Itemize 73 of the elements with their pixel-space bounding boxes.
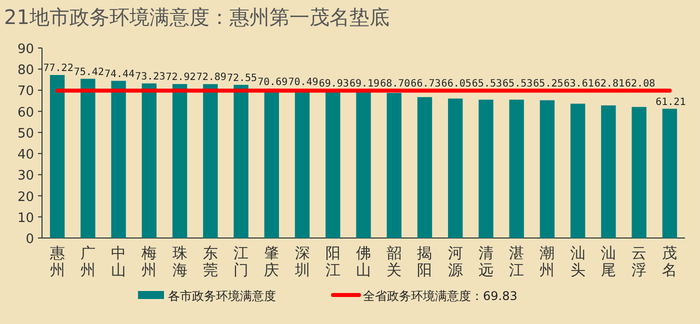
x-tick-label: 广州 [80, 244, 96, 279]
data-label: 69.93 [318, 78, 349, 90]
x-tick-label: 清远 [478, 244, 494, 279]
bar [142, 83, 157, 238]
y-tick-label: 30 [17, 168, 34, 184]
bar [203, 84, 218, 238]
bar [448, 98, 463, 238]
x-tick-label: 佛山 [356, 244, 371, 279]
y-tick-label: 50 [17, 126, 34, 142]
bar [601, 105, 616, 238]
data-label: 70.49 [288, 77, 318, 88]
bar [632, 106, 646, 238]
x-tick-label: 肇庆 [264, 244, 280, 279]
data-label: 72.89 [196, 72, 226, 84]
bar [80, 78, 96, 238]
x-tick-label: 惠州 [48, 244, 65, 279]
y-tick-label: 20 [17, 190, 34, 205]
y-tick-label: 60 [17, 105, 34, 120]
data-label: 75.42 [74, 66, 104, 78]
x-tick-label: 梅州 [140, 244, 157, 279]
y-tick-label: 90 [17, 42, 34, 57]
x-tick-label: 茂名 [662, 244, 678, 279]
x-tick-label: 潮州 [540, 244, 555, 279]
x-tick-label: 深圳 [294, 244, 310, 279]
data-label: 65.25 [533, 78, 564, 90]
data-label: 69.19 [349, 78, 380, 90]
y-tick-label: 10 [17, 210, 34, 226]
y-tick-label: 0 [26, 232, 34, 247]
x-tick-label: 汕头 [570, 244, 586, 279]
bar [234, 84, 248, 238]
x-tick-label: 珠海 [172, 244, 188, 279]
data-label: 72.92 [166, 72, 196, 84]
y-tick-label: 80 [17, 63, 34, 78]
x-tick-label: 中山 [111, 244, 126, 279]
data-label: 74.44 [104, 68, 135, 80]
data-label: 77.22 [43, 62, 74, 74]
x-tick-label: 河源 [448, 244, 463, 279]
data-label: 65.53 [502, 78, 533, 90]
bar [50, 74, 65, 238]
x-tick-label: 江门 [234, 244, 249, 279]
data-label: 61.21 [656, 96, 686, 108]
data-label: 68.70 [380, 78, 410, 90]
data-label: 65.53 [472, 78, 502, 90]
x-tick-label: 云浮 [632, 244, 647, 279]
data-label: 73.23 [135, 71, 166, 82]
y-tick-label: 40 [17, 148, 34, 163]
bar [386, 92, 402, 238]
chart-title: 21地市政务环境满意度：惠州第一茂名垫底 [4, 5, 390, 29]
legend-label: 全省政务环境满意度：69.83 [363, 289, 518, 303]
bar [540, 100, 555, 238]
bar [570, 104, 586, 238]
bar [478, 100, 494, 238]
data-label: 66.73 [410, 78, 441, 90]
bar [356, 92, 371, 238]
legend-label: 各市政务环境满意度 [168, 289, 276, 303]
x-tick-label: 东莞 [202, 244, 218, 279]
x-tick-label: 汕尾 [600, 244, 616, 279]
data-label: 62.08 [625, 78, 656, 90]
bar [662, 108, 678, 238]
y-tick-label: 70 [17, 84, 34, 100]
x-tick-label: 湛江 [509, 244, 524, 279]
data-label: 63.61 [564, 78, 594, 90]
data-label: 62.81 [594, 78, 625, 90]
data-label: 66.05 [441, 78, 472, 90]
data-label: 70.69 [258, 76, 288, 88]
x-tick-label: 阳江 [325, 244, 340, 279]
bar [417, 97, 432, 238]
bar [111, 80, 126, 238]
bar [509, 100, 524, 238]
bar [172, 84, 188, 238]
x-tick-label: 韶关 [386, 244, 402, 279]
data-label: 72.55 [226, 72, 258, 84]
x-tick-label: 揭阳 [417, 244, 432, 279]
